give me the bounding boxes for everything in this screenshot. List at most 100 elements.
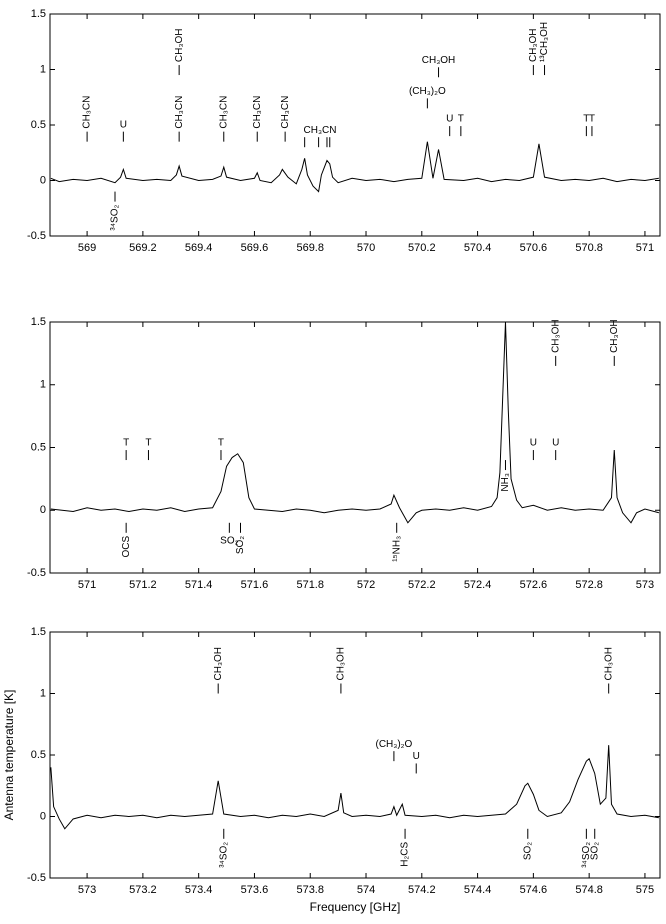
spectrum-line [50,745,659,830]
line-label: U [413,751,420,762]
y-tick-label: 1 [40,63,46,75]
line-label: SO₂ [589,842,600,860]
line-label: CH₃CN [252,96,263,129]
line-label: CH₃OH [174,29,185,63]
line-label: SO₂ [235,536,246,554]
x-tick-label: 572.8 [575,579,603,591]
x-tick-label: 573.6 [241,884,269,896]
x-tick-label: 573.8 [296,884,324,896]
line-label: SO₂ [522,842,533,860]
x-tick-label: 573.4 [185,884,213,896]
plot-frame [49,321,661,574]
line-label: NH₃ [500,473,511,492]
y-tick-label: 0 [40,504,46,516]
x-tick-label: 570 [357,242,375,254]
x-tick-label: 572.4 [464,579,492,591]
x-tick-label: 574.8 [575,884,603,896]
line-label: CH₃OH [422,55,456,66]
x-tick-label: 569.2 [129,242,157,254]
y-tick-label: 1.5 [31,8,46,20]
spectrum-line [50,141,659,193]
y-tick-label: 1.5 [31,626,46,638]
x-tick-label: 570.2 [408,242,436,254]
x-tick-label: 573 [78,884,96,896]
plot-frame [49,13,661,237]
line-label: T [218,438,224,449]
plot-area [50,141,659,193]
x-tick-label: 575 [636,884,654,896]
x-tick-label: 569.4 [185,242,213,254]
line-label: T [583,114,589,125]
x-tick-label: 572.2 [408,579,436,591]
plot-area [50,322,660,524]
line-label: CH₃CN [82,96,93,129]
x-tick-label: 573 [636,579,654,591]
line-label: U [530,438,537,449]
y-tick-label: 0.5 [31,749,46,761]
x-tick-label: 571 [636,242,654,254]
y-tick-label: 1 [40,379,46,391]
line-label: CH₃OH [603,647,614,681]
line-label: CH₃CN [174,96,185,129]
x-tick-label: 574 [357,884,375,896]
plot-area [50,745,659,830]
line-label: T [458,114,464,125]
line-label: ¹⁵NH₃ [391,536,402,562]
x-tick-label: 574.4 [464,884,492,896]
line-label: U [120,119,127,130]
x-tick-label: 571.6 [241,579,269,591]
x-tick-label: 569.8 [296,242,324,254]
x-tick-label: 569.6 [241,242,269,254]
line-label: CH₃OH [213,647,224,681]
x-tick-label: 573.2 [129,884,157,896]
line-label: U [446,114,453,125]
line-label: CH₃CN [280,96,291,129]
x-tick-label: 571 [78,579,96,591]
line-label: CH₃CN [304,125,337,136]
x-tick-label: 574.6 [520,884,548,896]
line-label: CH₃OH [550,319,561,353]
y-tick-label: 0 [40,174,46,186]
x-tick-label: 570.4 [464,242,492,254]
line-label: T [589,114,595,125]
line-label: CH₃CN [218,96,229,129]
line-label: ³⁴SO₂ [218,842,229,868]
x-tick-label: 569 [78,242,96,254]
line-label: CH₃OH [336,647,347,681]
x-tick-label: 572 [357,579,375,591]
line-label: ¹³CH₃OH [539,22,550,62]
spectrum-line [50,322,660,524]
y-tick-label: 0 [40,810,46,822]
line-label: ³⁴SO₂ [581,842,592,868]
y-tick-label: -0.5 [27,567,46,579]
y-tick-label: 1.5 [31,316,46,328]
x-tick-label: 572.6 [520,579,548,591]
y-tick-label: -0.5 [27,872,46,884]
line-label: H₂CS [400,841,411,866]
y-tick-label: -0.5 [27,230,46,242]
y-tick-label: 0.5 [31,119,46,131]
line-label: T [123,438,129,449]
x-tick-label: 574.2 [408,884,436,896]
line-label: (CH₃)₂O [409,86,446,97]
line-label: OCS [121,535,132,557]
x-tick-label: 570.6 [520,242,548,254]
x-tick-label: 570.8 [575,242,603,254]
x-tick-label: 571.4 [185,579,213,591]
line-label: CH₃OH [609,319,620,353]
plot-frame [49,631,661,879]
line-label: T [145,438,151,449]
y-tick-label: 1 [40,687,46,699]
line-label: SO₂ [220,535,238,546]
y-axis-label: Antenna temperature [K] [2,690,16,821]
x-tick-label: 571.8 [296,579,324,591]
line-label: U [552,438,559,449]
y-tick-label: 0.5 [31,441,46,453]
line-label: ³⁴SO₂ [110,204,121,230]
line-label: CH₃OH [528,29,539,63]
x-axis-label: Frequency [GHz] [310,900,401,914]
line-label: (CH₃)₂O [375,739,412,750]
x-tick-label: 571.2 [129,579,157,591]
